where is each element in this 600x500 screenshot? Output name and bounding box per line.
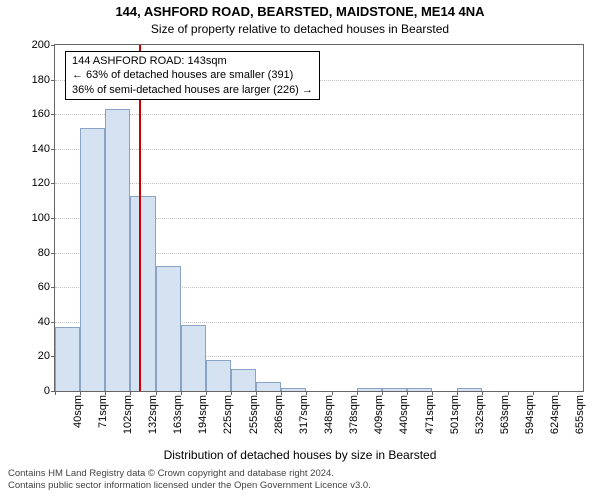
ytick-label: 100 bbox=[32, 212, 50, 224]
histogram-bar bbox=[181, 325, 206, 391]
xtick-mark bbox=[181, 391, 182, 395]
annotation-line-1: 144 ASHFORD ROAD: 143sqm bbox=[72, 54, 313, 68]
ytick-label: 180 bbox=[32, 74, 50, 86]
ytick-label: 20 bbox=[38, 350, 50, 362]
xtick-mark bbox=[382, 391, 383, 395]
ytick-mark bbox=[51, 218, 55, 219]
ytick-label: 60 bbox=[38, 281, 50, 293]
ytick-label: 0 bbox=[44, 385, 50, 397]
histogram-bar bbox=[231, 369, 256, 391]
histogram-bar bbox=[55, 327, 80, 391]
xtick-mark bbox=[281, 391, 282, 395]
histogram-bar bbox=[80, 128, 105, 391]
histogram-bar bbox=[130, 196, 155, 391]
xtick-label: 594sqm bbox=[524, 395, 536, 434]
xtick-mark bbox=[332, 391, 333, 395]
xtick-mark bbox=[156, 391, 157, 395]
xtick-mark bbox=[256, 391, 257, 395]
xtick-mark bbox=[533, 391, 534, 395]
page-title-2: Size of property relative to detached ho… bbox=[0, 22, 600, 36]
ytick-label: 120 bbox=[32, 177, 50, 189]
xtick-label: 102sqm bbox=[122, 395, 134, 434]
xtick-label: 624sqm bbox=[549, 395, 561, 434]
histogram-bar bbox=[357, 388, 382, 391]
xtick-label: 532sqm bbox=[474, 395, 486, 434]
xtick-mark bbox=[105, 391, 106, 395]
histogram-bar bbox=[156, 266, 181, 391]
gridline-h bbox=[55, 183, 583, 184]
page-title-1: 144, ASHFORD ROAD, BEARSTED, MAIDSTONE, … bbox=[0, 4, 600, 19]
ytick-mark bbox=[51, 45, 55, 46]
annotation-line-2: ← 63% of detached houses are smaller (39… bbox=[72, 68, 313, 82]
ytick-mark bbox=[51, 80, 55, 81]
reference-annotation-box: 144 ASHFORD ROAD: 143sqm ← 63% of detach… bbox=[65, 51, 320, 100]
xtick-label: 563sqm bbox=[499, 395, 511, 434]
histogram-bar bbox=[206, 360, 231, 391]
histogram-bar bbox=[256, 382, 281, 391]
ytick-mark bbox=[51, 287, 55, 288]
xtick-label: 255sqm bbox=[248, 395, 260, 434]
xtick-mark bbox=[407, 391, 408, 395]
xtick-mark bbox=[457, 391, 458, 395]
histogram-bar bbox=[382, 388, 407, 391]
xtick-mark bbox=[357, 391, 358, 395]
xtick-mark bbox=[306, 391, 307, 395]
xtick-label: 194sqm bbox=[197, 395, 209, 434]
annotation-line-3: 36% of semi-detached houses are larger (… bbox=[72, 83, 313, 97]
ytick-mark bbox=[51, 322, 55, 323]
footer-attribution: Contains HM Land Registry data © Crown c… bbox=[8, 468, 592, 492]
xtick-label: 440sqm bbox=[398, 395, 410, 434]
xtick-mark bbox=[432, 391, 433, 395]
xtick-label: 163sqm bbox=[172, 395, 184, 434]
xtick-mark bbox=[482, 391, 483, 395]
ytick-mark bbox=[51, 253, 55, 254]
xtick-label: 471sqm bbox=[424, 395, 436, 434]
xtick-mark bbox=[558, 391, 559, 395]
xtick-label: 655sqm bbox=[574, 395, 586, 434]
xtick-mark bbox=[206, 391, 207, 395]
ytick-label: 40 bbox=[38, 316, 50, 328]
xtick-label: 225sqm bbox=[222, 395, 234, 434]
x-axis-label: Distribution of detached houses by size … bbox=[0, 448, 600, 462]
xtick-label: 286sqm bbox=[273, 395, 285, 434]
ytick-mark bbox=[51, 149, 55, 150]
footer-line-1: Contains HM Land Registry data © Crown c… bbox=[8, 468, 592, 480]
xtick-label: 409sqm bbox=[373, 395, 385, 434]
xtick-label: 132sqm bbox=[147, 395, 159, 434]
xtick-mark bbox=[508, 391, 509, 395]
ytick-label: 80 bbox=[38, 247, 50, 259]
xtick-label: 317sqm bbox=[298, 395, 310, 434]
xtick-mark bbox=[231, 391, 232, 395]
gridline-h bbox=[55, 114, 583, 115]
ytick-label: 140 bbox=[32, 143, 50, 155]
xtick-label: 501sqm bbox=[449, 395, 461, 434]
xtick-label: 40sqm bbox=[72, 395, 84, 428]
histogram-bar bbox=[281, 388, 306, 391]
xtick-mark bbox=[80, 391, 81, 395]
footer-line-2: Contains public sector information licen… bbox=[8, 480, 592, 492]
xtick-mark bbox=[55, 391, 56, 395]
chart-plot-area: 02040608010012014016018020040sqm71sqm102… bbox=[54, 44, 584, 392]
xtick-label: 71sqm bbox=[97, 395, 109, 428]
xtick-label: 348sqm bbox=[323, 395, 335, 434]
histogram-bar bbox=[105, 109, 130, 391]
xtick-label: 378sqm bbox=[348, 395, 360, 434]
ytick-mark bbox=[51, 183, 55, 184]
ytick-mark bbox=[51, 114, 55, 115]
histogram-bar bbox=[407, 388, 432, 391]
gridline-h bbox=[55, 149, 583, 150]
ytick-label: 200 bbox=[32, 39, 50, 51]
histogram-bar bbox=[457, 388, 482, 391]
xtick-mark bbox=[130, 391, 131, 395]
ytick-label: 160 bbox=[32, 108, 50, 120]
